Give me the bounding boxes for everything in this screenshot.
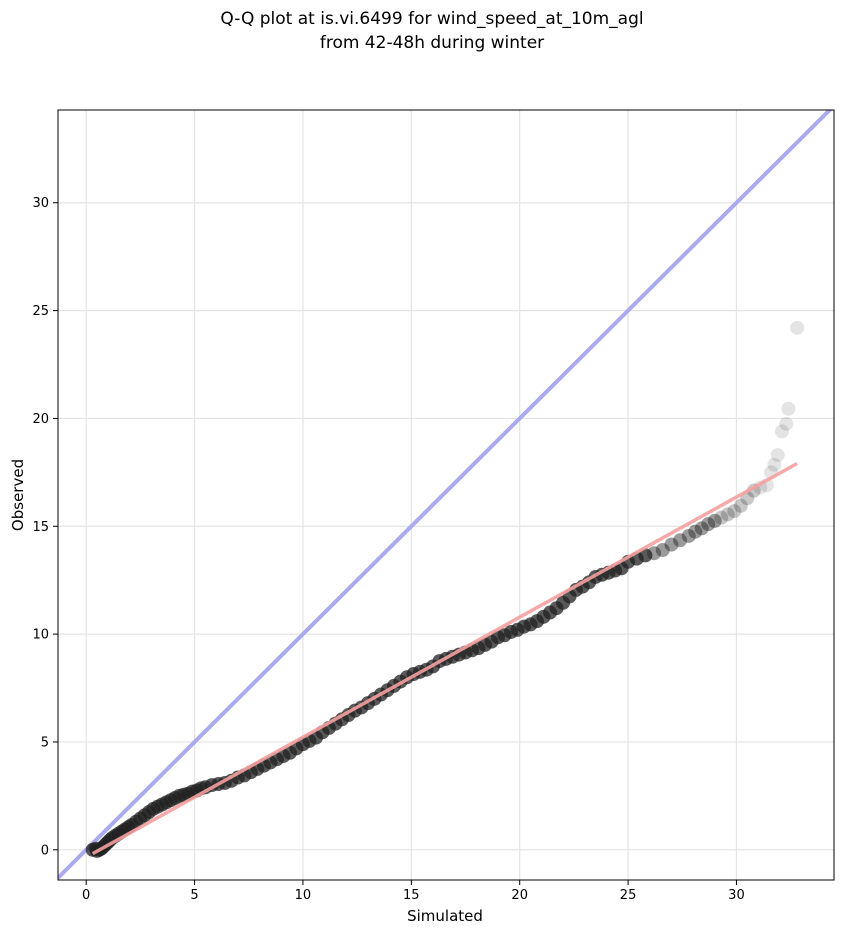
y-tick-label: 20 [32,412,49,427]
y-tick-label: 5 [41,735,49,750]
x-tick-label: 30 [728,888,745,903]
data-point [774,424,789,439]
data-point [707,513,722,528]
x-tick-label: 10 [295,888,312,903]
y-axis-label: Observed [9,459,27,531]
data-point [647,546,662,561]
y-tick-label: 30 [32,196,49,211]
y-tick-label: 10 [32,628,49,643]
fit-line [91,461,798,856]
data-points [85,320,805,858]
chart-title-line-2: from 42-48h during winter [320,33,544,53]
data-point [720,507,735,522]
y-tick-label: 25 [32,304,49,319]
y-ticks: 0 5 10 15 20 25 30 [32,196,58,858]
data-point [694,521,709,536]
y-tick-label: 0 [41,843,49,858]
data-point [767,457,782,472]
data-point [673,533,688,548]
data-point [779,416,794,431]
data-point [733,498,748,513]
plot-frame [57,109,835,881]
x-axis-label: Simulated [407,907,483,925]
data-point [790,320,805,335]
x-tick-label: 5 [190,888,198,903]
data-point [664,537,679,552]
data-point [655,543,670,557]
data-point [727,504,742,519]
reference-line [58,110,833,880]
x-tick-label: 15 [403,888,420,903]
x-tick-label: 0 [82,888,90,903]
fit-line-layer [91,461,798,856]
x-tick-label: 20 [511,888,528,903]
data-point [781,401,796,416]
reference-line-layer [58,110,833,880]
data-point [681,528,696,543]
data-point [688,524,703,539]
y-tick-label: 15 [32,520,49,535]
chart-title-line-1: Q-Q plot at is.vi.6499 for wind_speed_at… [220,9,643,29]
x-tick-label: 25 [620,888,637,903]
data-point [770,448,785,463]
data-point [638,548,653,563]
data-point [701,517,716,532]
x-ticks: 0 5 10 15 20 25 30 [82,880,745,903]
data-point [714,510,729,525]
grid [58,110,834,880]
